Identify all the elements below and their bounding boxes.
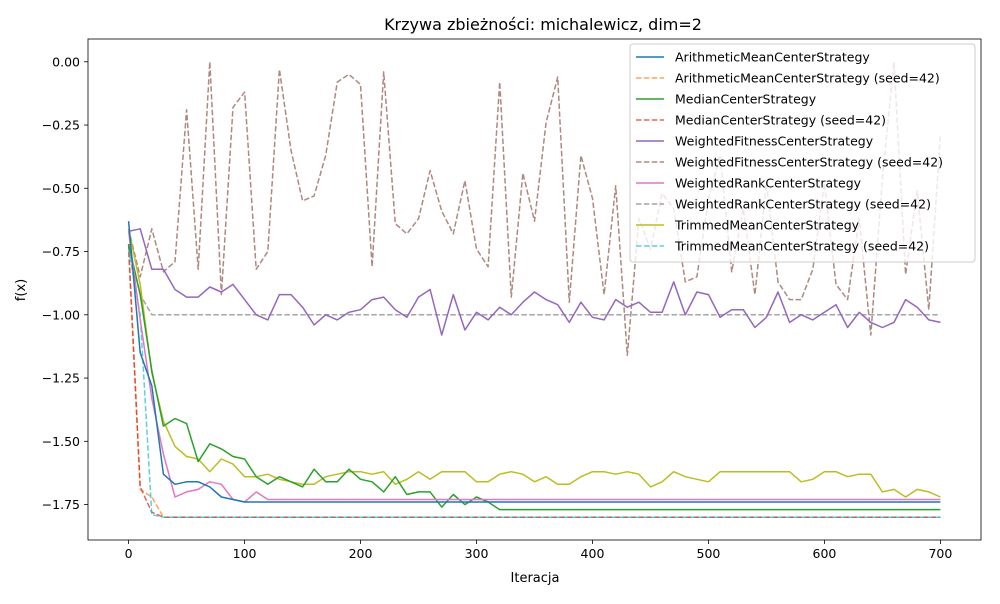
y-tick-label: −1.50 [42,434,80,449]
y-tick-label: −0.25 [42,118,80,133]
y-axis-label: f(x) [14,279,29,301]
x-tick-label: 0 [125,546,133,561]
x-tick-label: 700 [928,546,952,561]
series-line-mediancenterstrategy-seed-42 [127,243,941,518]
legend-label-arithmeticmeancenterstrategy-seed-42: ArithmeticMeanCenterStrategy (seed=42) [675,71,940,86]
legend-label-weightedrankcenterstrategy-seed-42: WeightedRankCenterStrategy (seed=42) [675,197,931,212]
x-tick-label: 400 [581,546,605,561]
legend-label-weightedfitnesscenterstrategy-seed-42: WeightedFitnessCenterStrategy (seed=42) [675,155,943,170]
plot-area: 0 100 200 300 400 500 600 700 0.00 −0.25 −0.50 −0.7… [42,38,982,561]
series-line-weightedfitnesscenterstrategy [128,228,941,336]
legend-label-arithmeticmeancenterstrategy: ArithmeticMeanCenterStrategy [675,50,870,65]
series-line-arithmeticmeancenterstrategy [127,221,941,503]
series-line-weightedfitnesscenterstrategy-seed-42 [127,61,942,357]
y-tick-label: −1.75 [42,497,80,512]
legend-box [629,43,976,263]
chart-title: Krzywa zbieżności: michalewicz, dim=2 [384,15,702,34]
axes-frame [87,38,982,541]
y-tick-label: −1.00 [42,307,80,322]
x-tick-label: 200 [349,546,373,561]
legend-label-mediancenterstrategy: MedianCenterStrategy [675,92,817,107]
series-lines [127,61,942,518]
series-line-mediancenterstrategy [127,243,941,511]
x-tick-label: 600 [813,546,837,561]
y-tick-label: 0.00 [52,54,80,69]
legend: ArithmeticMeanCenterStrategy ArithmeticMe… [629,43,976,263]
x-tick-label: 500 [697,546,721,561]
y-tick-label: −0.50 [42,181,80,196]
y-tick-label: −0.75 [42,244,80,259]
legend-label-mediancenterstrategy-seed-42: MedianCenterStrategy (seed=42) [675,113,886,128]
series-line-weightedrankcenterstrategy [127,231,941,503]
legend-label-trimmedmeancenterstrategy: TrimmedMeanCenterStrategy [674,218,860,233]
y-tick-label: −1.25 [42,371,80,386]
legend-label-weightedfitnesscenterstrategy: WeightedFitnessCenterStrategy [675,134,874,149]
legend-label-trimmedmeancenterstrategy-seed-42: TrimmedMeanCenterStrategy (seed=42) [674,239,929,254]
series-line-trimmedmeancenterstrategy [127,228,941,498]
x-axis-label: Iteracja [511,571,560,586]
legend-label-weightedrankcenterstrategy: WeightedRankCenterStrategy [675,176,862,191]
x-tick-label: 100 [233,546,257,561]
x-tick-label: 300 [465,546,489,561]
